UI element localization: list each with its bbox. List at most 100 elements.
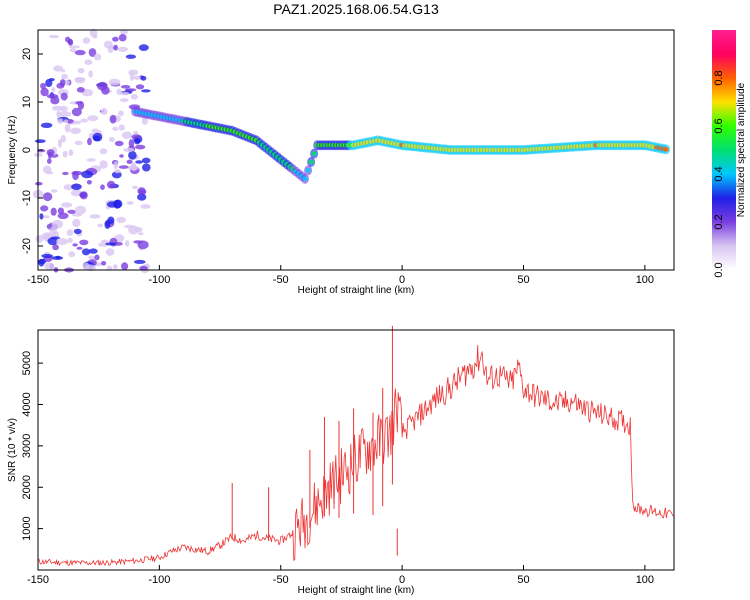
- x-tick-label: 50: [517, 274, 529, 286]
- noise-blob: [50, 236, 61, 240]
- noise-blob: [119, 154, 124, 158]
- noise-blob: [56, 110, 62, 118]
- y-tick-label: 4000: [21, 392, 33, 416]
- noise-blob: [112, 242, 123, 246]
- noise-blob: [86, 158, 96, 162]
- noise-blob: [73, 228, 82, 235]
- snr-y-ticks: 1000 2000 3000 4000 5000: [21, 351, 43, 541]
- noise-blob: [132, 185, 138, 189]
- noise-blob: [35, 181, 43, 186]
- noise-blob: [74, 120, 81, 125]
- noise-blob: [68, 149, 74, 157]
- noise-blob: [56, 82, 65, 89]
- noise-blob: [77, 67, 85, 74]
- noise-blob: [88, 248, 98, 254]
- noise-blob: [41, 215, 50, 219]
- noise-blob: [111, 171, 122, 179]
- noise-blob: [105, 248, 115, 256]
- noise-blob: [123, 147, 135, 153]
- noise-blob: [91, 128, 99, 134]
- y-tick-label: -10: [21, 190, 33, 206]
- noise-blob: [82, 262, 91, 271]
- noise-blob: [60, 92, 68, 101]
- noise-blob: [57, 118, 64, 124]
- noise-blob: [39, 213, 44, 220]
- noise-blob: [133, 259, 146, 264]
- noise-blob: [61, 202, 73, 208]
- noise-blob: [71, 183, 82, 191]
- noise-blob: [137, 187, 146, 195]
- noise-blob: [42, 165, 52, 174]
- noise-blob: [138, 44, 149, 51]
- noise-blob: [97, 223, 103, 228]
- noise-blob: [124, 224, 135, 229]
- noise-blob: [113, 44, 118, 51]
- noise-blob: [71, 107, 82, 117]
- noise-blob: [141, 157, 151, 164]
- noise-blob: [120, 91, 130, 96]
- noise-blob: [72, 218, 81, 228]
- noise-blob: [64, 123, 71, 133]
- spectrogram-y-ticks: -20 -10 0 10 20: [21, 48, 43, 254]
- noise-blob: [99, 160, 108, 169]
- noise-blob: [80, 118, 88, 123]
- x-tick-label: 0: [399, 274, 405, 286]
- noise-blob: [40, 122, 53, 128]
- colorbar-tick-label: 0.8: [713, 70, 725, 85]
- x-tick-label: -150: [27, 274, 49, 286]
- noise-blob: [51, 87, 56, 92]
- trace-core: [305, 168, 311, 173]
- noise-blob: [120, 29, 128, 35]
- noise-blob: [92, 132, 103, 142]
- noise-blob: [131, 134, 142, 140]
- x-tick-label: -100: [148, 274, 170, 286]
- noise-blob: [99, 148, 108, 155]
- noise-blob: [114, 169, 121, 174]
- noise-blob: [101, 86, 110, 95]
- noise-blob: [112, 264, 118, 270]
- noise-blob: [68, 45, 81, 49]
- noise-blob: [121, 131, 133, 140]
- noise-blob: [35, 235, 44, 243]
- trace-core: [663, 147, 669, 152]
- noise-blob: [82, 37, 91, 44]
- colorbar: 0.0 0.2 0.4 0.6 0.8 Normalized spectral ampl…: [712, 30, 747, 278]
- noise-blob: [41, 253, 53, 258]
- y-tick-label: 3000: [21, 434, 33, 458]
- noise-blob: [101, 261, 107, 266]
- noise-blob: [128, 139, 135, 148]
- noise-blob: [87, 115, 99, 122]
- noise-blob: [88, 48, 97, 57]
- noise-blob: [113, 161, 118, 170]
- noise-blob: [76, 246, 83, 250]
- noise-blob: [120, 85, 131, 89]
- noise-blob: [137, 240, 149, 250]
- snr-plot-area: [38, 330, 674, 570]
- noise-blob: [112, 36, 119, 42]
- snr-marks: [37, 325, 675, 567]
- noise-blob: [117, 46, 128, 52]
- noise-blob: [74, 205, 87, 215]
- noise-blob: [135, 144, 146, 150]
- colorbar-tick-label: 0.4: [713, 166, 725, 181]
- noise-blob: [140, 75, 147, 81]
- colorbar-ticks: 0.0 0.2 0.4 0.6 0.8: [713, 70, 725, 277]
- noise-blob: [63, 119, 69, 124]
- colorbar-gradient: [712, 30, 736, 270]
- noise-blob: [68, 251, 76, 258]
- noise-blob: [114, 140, 124, 147]
- noise-blob: [81, 170, 93, 179]
- noise-blob: [124, 240, 130, 247]
- noise-blob: [59, 111, 72, 117]
- spectrogram-y-axis-label: Frequency (Hz): [7, 116, 18, 185]
- noise-blob: [67, 209, 76, 214]
- noise-blob: [50, 189, 58, 193]
- noise-blob: [72, 243, 78, 247]
- noise-blob: [69, 48, 76, 53]
- noise-blob: [75, 101, 83, 105]
- noise-blob: [137, 193, 147, 201]
- noise-blob: [108, 78, 121, 86]
- snr-y-axis-label: SNR (10 * v/v): [7, 418, 18, 482]
- noise-blob: [126, 201, 134, 205]
- y-tick-label: -20: [21, 238, 33, 254]
